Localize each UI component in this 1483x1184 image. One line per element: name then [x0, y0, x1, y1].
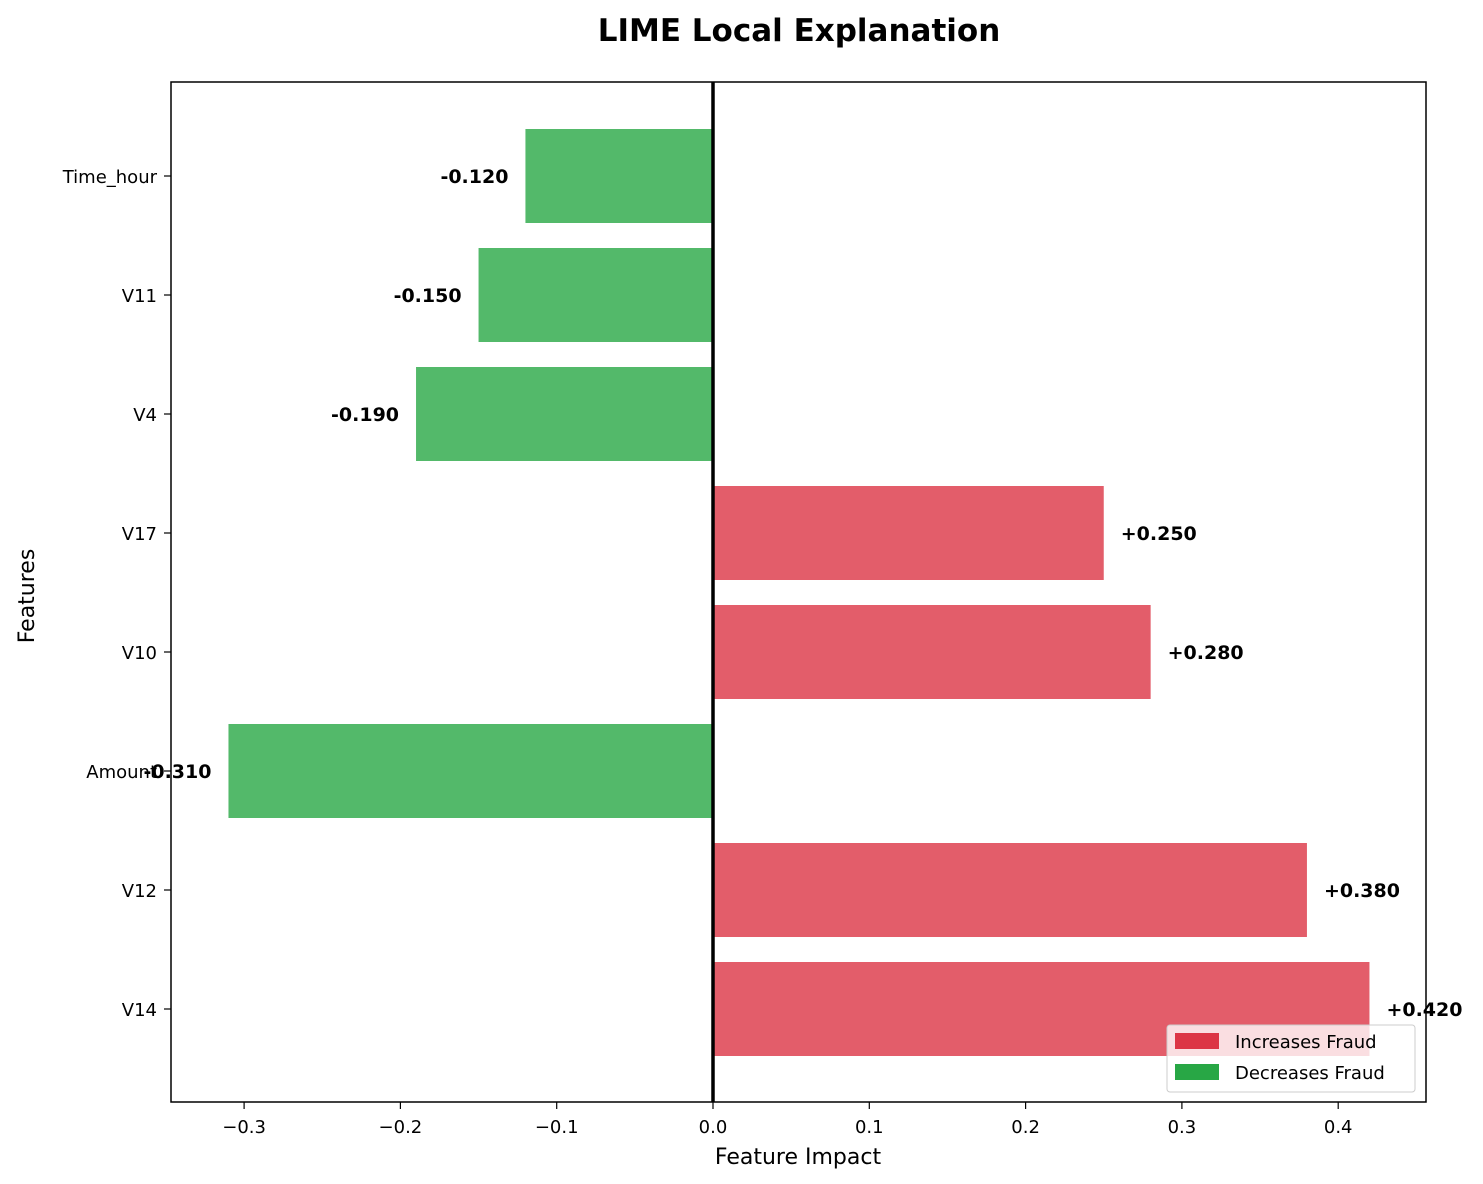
x-tick-label: −0.3 [222, 1117, 266, 1138]
y-tick-label-v17: V17 [122, 524, 157, 545]
x-tick-label: 0.4 [1324, 1117, 1353, 1138]
y-tick-label-v4: V4 [133, 405, 157, 426]
plot-frame [170, 81, 1427, 1103]
chart-title: LIME Local Explanation [598, 13, 1001, 49]
y-tick-label-v11: V11 [122, 286, 157, 307]
bar-v17 [713, 486, 1104, 580]
bar-v10 [713, 605, 1151, 699]
x-tick-label: 0.2 [1011, 1117, 1040, 1138]
x-tick-label: 0.3 [1168, 1117, 1197, 1138]
bar-time-hour [525, 129, 713, 223]
data-label-v12: +0.380 [1324, 880, 1400, 902]
x-tick-label: −0.1 [535, 1117, 579, 1138]
y-tick-label-v10: V10 [122, 643, 157, 664]
data-label-amount: -0.310 [143, 761, 211, 783]
x-tick-label: 0.1 [855, 1117, 884, 1138]
x-axis-label: Feature Impact [715, 1145, 882, 1170]
data-label-v14: +0.420 [1386, 999, 1462, 1021]
y-tick-label-time-hour: Time_hour [62, 167, 158, 188]
legend-swatch-decrease [1175, 1064, 1219, 1080]
y-axis: Time_hour V11 V4 V17 V10 Amount V12 V14 [62, 167, 171, 1021]
data-label-v4: -0.190 [331, 404, 399, 426]
bars-layer [228, 129, 1370, 1056]
legend-label-increase: Increases Fraud [1235, 1032, 1377, 1053]
bar-amount [228, 724, 713, 818]
bar-v12 [713, 843, 1307, 937]
y-tick-label-v14: V14 [122, 1000, 157, 1021]
data-label-v10: +0.280 [1168, 642, 1244, 664]
legend-label-decrease: Decreases Fraud [1235, 1063, 1385, 1084]
y-tick-label-amount: Amount [86, 762, 157, 783]
y-axis-label: Features [15, 549, 40, 644]
data-label-time-hour: -0.120 [440, 166, 508, 188]
data-label-v11: -0.150 [394, 285, 462, 307]
bar-v4 [416, 367, 713, 461]
legend-swatch-increase [1175, 1033, 1219, 1049]
y-tick-label-v12: V12 [122, 881, 157, 902]
x-tick-label: 0.0 [699, 1117, 728, 1138]
bar-v11 [478, 248, 713, 342]
data-label-v17: +0.250 [1121, 523, 1197, 545]
x-tick-label: −0.2 [379, 1117, 423, 1138]
legend: Increases Fraud Decreases Fraud [1166, 1024, 1416, 1093]
legend-box [1166, 1024, 1416, 1093]
data-labels-layer: -0.120 -0.150 -0.190 +0.250 +0.280 -0.310 +0.3… [143, 166, 1462, 1021]
x-axis: −0.3 −0.2 −0.1 0.0 0.1 0.2 0.3 0.4 [222, 1102, 1353, 1138]
